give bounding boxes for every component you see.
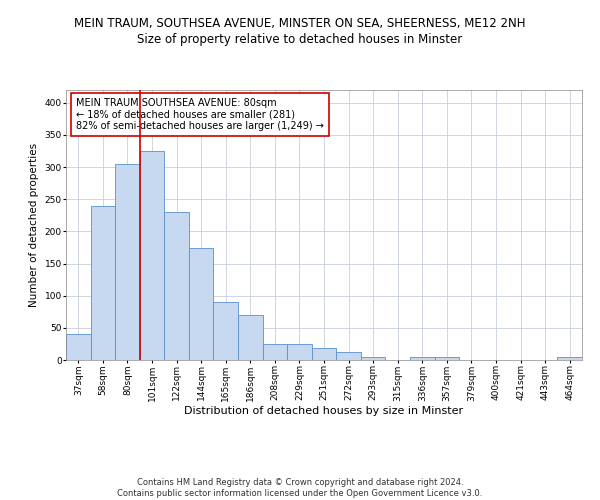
Bar [238,315,263,360]
Bar [312,348,336,360]
Bar [140,151,164,360]
Text: MEIN TRAUM, SOUTHSEA AVENUE, MINSTER ON SEA, SHEERNESS, ME12 2NH: MEIN TRAUM, SOUTHSEA AVENUE, MINSTER ON … [74,18,526,30]
Bar [287,344,312,360]
Bar [557,357,582,360]
Bar [336,352,361,360]
Text: MEIN TRAUM SOUTHSEA AVENUE: 80sqm
← 18% of detached houses are smaller (281)
82%: MEIN TRAUM SOUTHSEA AVENUE: 80sqm ← 18% … [76,98,324,132]
Bar [115,164,140,360]
Bar [214,302,238,360]
Bar [66,334,91,360]
Bar [434,357,459,360]
X-axis label: Distribution of detached houses by size in Minster: Distribution of detached houses by size … [184,406,464,416]
Y-axis label: Number of detached properties: Number of detached properties [29,143,39,307]
Text: Size of property relative to detached houses in Minster: Size of property relative to detached ho… [137,32,463,46]
Bar [189,248,214,360]
Bar [361,357,385,360]
Text: Contains HM Land Registry data © Crown copyright and database right 2024.
Contai: Contains HM Land Registry data © Crown c… [118,478,482,498]
Bar [91,206,115,360]
Bar [263,344,287,360]
Bar [410,357,434,360]
Bar [164,212,189,360]
